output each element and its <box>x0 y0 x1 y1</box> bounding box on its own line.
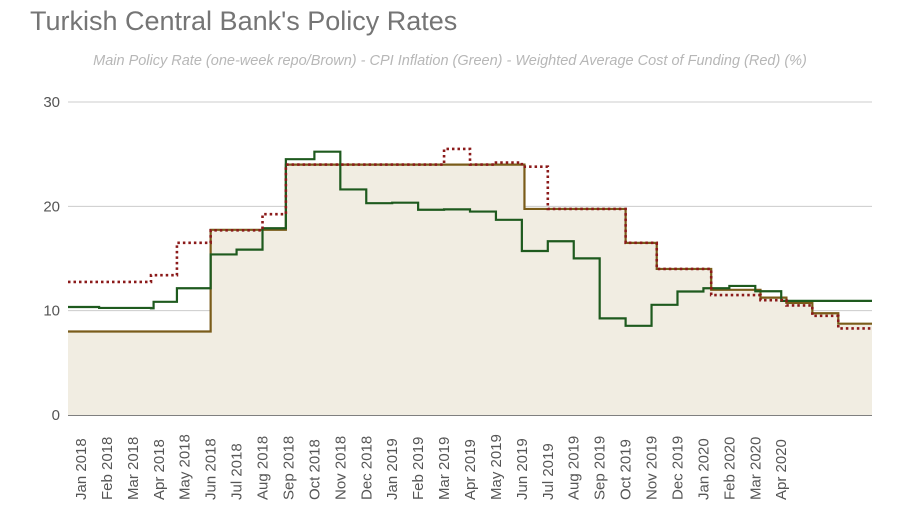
y-tick-label: 10 <box>43 303 60 320</box>
x-tick-label: Mar 2020 <box>747 437 764 500</box>
series-line-policy <box>68 163 872 333</box>
x-tick-label: Apr 2019 <box>462 439 479 500</box>
x-tick-label: Aug 2018 <box>255 436 272 500</box>
series-area-policy <box>68 164 872 415</box>
y-axis: 0 10 20 30 <box>43 94 60 424</box>
x-tick-label: Dec 2019 <box>669 436 686 500</box>
x-tick-label: Aug 2019 <box>566 436 583 500</box>
x-tick-label: Jan 2019 <box>384 438 401 500</box>
x-tick-label: Mar 2018 <box>125 437 142 500</box>
x-tick-label: Nov 2018 <box>332 436 349 500</box>
x-tick-label: Feb 2018 <box>99 437 116 500</box>
x-tick-label: Feb 2020 <box>721 437 738 500</box>
x-tick-label: Nov 2019 <box>644 436 661 500</box>
x-tick-label: Jan 2018 <box>73 438 90 500</box>
chart-subtitle: Main Policy Rate (one-week repo/Brown) -… <box>93 53 807 69</box>
x-axis: Jan 2018 Feb 2018 Mar 2018 Apr 2018 May 2018… <box>73 434 790 500</box>
x-tick-label: May 2018 <box>177 434 194 500</box>
y-tick-label: 30 <box>43 94 60 111</box>
y-tick-label: 20 <box>43 198 60 215</box>
x-tick-label: Jul 2019 <box>540 443 557 500</box>
x-tick-label: Sep 2018 <box>280 436 297 500</box>
x-tick-label: Jul 2018 <box>229 443 246 500</box>
x-tick-label: Jan 2020 <box>695 438 712 500</box>
x-tick-label: Oct 2019 <box>618 439 635 500</box>
x-tick-label: May 2019 <box>488 434 505 500</box>
x-tick-label: Sep 2019 <box>592 436 609 500</box>
series-line-funding <box>68 147 872 330</box>
x-tick-label: Mar 2019 <box>436 437 453 500</box>
x-tick-label: Dec 2018 <box>358 436 375 500</box>
x-tick-label: Oct 2018 <box>306 439 323 500</box>
y-tick-label: 0 <box>52 407 60 424</box>
x-tick-label: Jun 2018 <box>203 438 220 500</box>
series-layer <box>68 147 872 415</box>
chart-title: Turkish Central Bank's Policy Rates <box>30 6 458 36</box>
x-tick-label: Feb 2019 <box>410 437 427 500</box>
x-tick-label: Apr 2018 <box>151 439 168 500</box>
x-tick-label: Apr 2020 <box>773 439 790 500</box>
x-tick-label: Jun 2019 <box>514 438 531 500</box>
